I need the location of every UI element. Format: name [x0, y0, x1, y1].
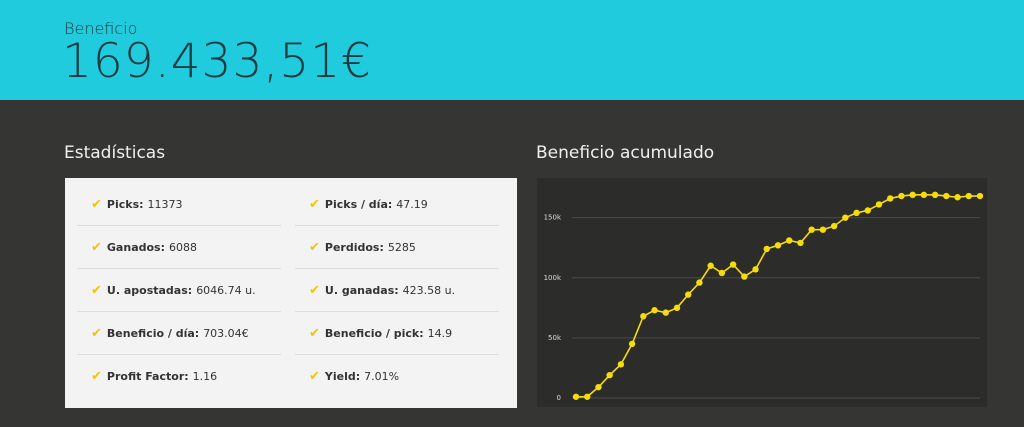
point	[685, 291, 692, 298]
point	[909, 191, 916, 199]
stat-item: ✔ Yield: 7.01%	[295, 355, 499, 398]
stat-value: 14.9	[427, 326, 453, 340]
chart-bg	[537, 178, 987, 407]
point	[752, 266, 759, 273]
stat-value: 703.04€	[203, 326, 249, 340]
point	[696, 279, 703, 286]
stat-value: 5285	[387, 240, 416, 254]
stat-value: 423.58 u.	[402, 283, 456, 297]
check-icon: ✔	[309, 196, 320, 212]
point	[606, 371, 613, 379]
point	[943, 192, 950, 200]
point	[707, 262, 714, 269]
point	[842, 214, 849, 221]
stat-label: U. ganadas:	[324, 283, 399, 297]
point	[887, 195, 894, 202]
y-tick-label: 50k	[548, 334, 562, 342]
stat-label: Beneficio / día:	[106, 326, 200, 340]
point	[875, 201, 883, 208]
stat-value: 1.16	[192, 370, 218, 383]
point	[853, 209, 860, 217]
point	[617, 361, 625, 368]
stat-label: Yield:	[324, 370, 361, 383]
point	[786, 237, 793, 244]
point	[584, 393, 591, 400]
point	[864, 207, 871, 214]
point	[808, 226, 815, 233]
stat-item: ✔ Perdidos: 5285	[295, 226, 499, 269]
stat-item: ✔ U. apostadas: 6046.74 u.	[77, 269, 281, 312]
stat-label: Picks / día:	[324, 197, 393, 211]
point	[774, 242, 782, 249]
stat-value: 7.01%	[364, 370, 400, 383]
point	[662, 309, 669, 316]
header-label: Beneficio	[64, 19, 138, 38]
chart: 0 50k 100k 150k	[537, 178, 987, 407]
stat-value: 47.19	[396, 197, 428, 211]
stat-item: ✔ Ganados: 6088	[77, 226, 281, 269]
y-tick-label: 0	[557, 394, 561, 402]
point	[628, 340, 636, 348]
stat-label: Ganados:	[106, 240, 165, 254]
check-icon: ✔	[91, 325, 102, 341]
stat-label: Beneficio / pick:	[324, 326, 424, 340]
point	[976, 192, 984, 200]
stat-label: Profit Factor:	[106, 370, 189, 383]
point	[741, 273, 748, 280]
point	[797, 239, 804, 247]
stat-label: Perdidos:	[324, 240, 384, 254]
y-tick-label: 100k	[544, 274, 562, 282]
y-tick-label: 150k	[544, 214, 562, 222]
point	[572, 393, 580, 400]
point	[673, 304, 681, 312]
check-icon: ✔	[91, 196, 102, 212]
point	[920, 191, 928, 199]
check-icon: ✔	[309, 325, 320, 341]
stat-item: ✔ Picks / día: 47.19	[295, 183, 499, 226]
point	[729, 261, 737, 268]
stats-panel: ✔ Picks: 11373 ✔ Picks / día: 47.19 ✔ Ganados: 6…	[65, 178, 517, 408]
check-icon: ✔	[91, 239, 102, 255]
point	[763, 245, 770, 253]
point	[595, 383, 602, 391]
stat-label: U. apostadas:	[106, 283, 193, 297]
check-icon: ✔	[309, 282, 320, 298]
check-icon: ✔	[91, 369, 102, 384]
stat-item: ✔ Beneficio / día: 703.04€	[77, 312, 281, 355]
chart-title: Beneficio acumulado	[536, 143, 715, 163]
stat-item: ✔ Beneficio / pick: 14.9	[295, 312, 499, 355]
point	[954, 194, 961, 201]
check-icon: ✔	[309, 369, 320, 384]
point	[931, 191, 939, 199]
point	[640, 313, 647, 320]
stat-item: ✔ U. ganadas: 423.58 u.	[295, 269, 499, 312]
header: Beneficio 169.433,51€	[0, 0, 1024, 100]
check-icon: ✔	[91, 282, 102, 298]
header-value: 169.433,51€	[62, 34, 373, 89]
stat-value: 6088	[169, 240, 197, 254]
point	[819, 226, 827, 233]
stat-item: ✔ Picks: 11373	[77, 183, 281, 226]
stat-value: 11373	[147, 197, 183, 211]
point	[718, 269, 726, 277]
check-icon: ✔	[309, 239, 320, 255]
stat-value: 6046.74 u.	[196, 283, 256, 297]
point	[965, 192, 972, 200]
stat-label: Picks:	[106, 197, 144, 211]
point	[898, 192, 905, 200]
point	[651, 307, 658, 314]
point	[830, 222, 838, 230]
stat-item: ✔ Profit Factor: 1.16	[77, 355, 281, 398]
stats-title: Estadísticas	[64, 143, 166, 163]
